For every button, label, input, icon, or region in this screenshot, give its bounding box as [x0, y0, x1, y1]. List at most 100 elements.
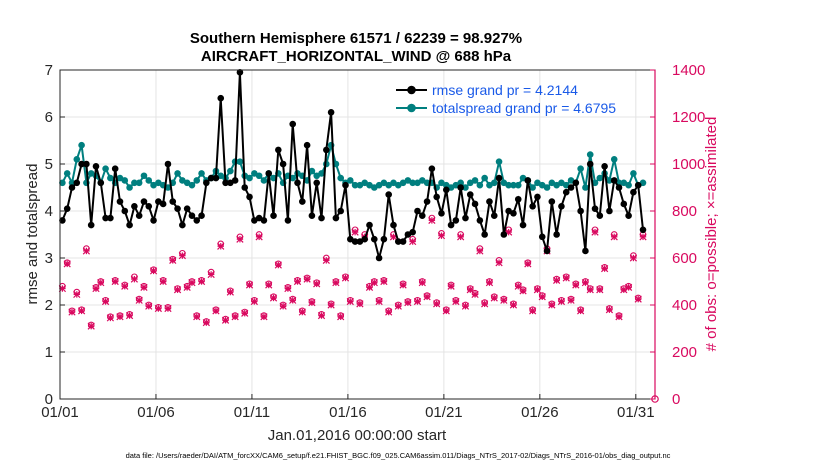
- x-tick-label: 01/21: [425, 404, 463, 421]
- rmse-point: [409, 228, 416, 236]
- obs-assimilated-point: [135, 296, 143, 304]
- y-right-tick-label: 400: [672, 297, 697, 314]
- obs-assimilated-point: [375, 297, 383, 306]
- totalspread-point: [543, 184, 551, 191]
- x-tick-label: 01/11: [234, 404, 270, 421]
- rmse-point: [308, 212, 316, 219]
- obs-assimilated-point: [591, 228, 599, 236]
- obs-assimilated-point: [413, 297, 422, 306]
- obs-assimilated-point: [82, 247, 91, 255]
- obs-assimilated-point: [385, 308, 393, 316]
- totalspread-point: [145, 177, 153, 184]
- obs-assimilated-point: [639, 233, 647, 241]
- obs-assimilated-point: [572, 281, 580, 289]
- rmse-point: [59, 217, 66, 224]
- rmse-point: [275, 146, 282, 154]
- rmse-point: [591, 205, 599, 212]
- totalspread-point: [140, 172, 148, 180]
- obs-assimilated-point: [481, 300, 489, 308]
- y-tick-label: 1: [45, 344, 53, 361]
- rmse-series: [59, 69, 647, 262]
- totalspread-point: [188, 181, 196, 189]
- rmse-point: [534, 193, 541, 201]
- obs-assimilated-point: [231, 313, 239, 321]
- obs-assimilated-point: [140, 283, 148, 291]
- rmse-point: [601, 163, 608, 170]
- obs-assimilated-point: [106, 314, 115, 322]
- totalspread-point: [490, 179, 498, 187]
- obs-assimilated-point: [471, 290, 479, 299]
- rmse-point: [135, 212, 143, 219]
- obs-assimilated-point: [241, 309, 249, 317]
- y-tick-label: 4: [45, 203, 53, 220]
- totalspread-point: [610, 156, 618, 163]
- obs-assimilated-point: [596, 286, 604, 294]
- totalspread-series: [59, 141, 647, 191]
- x-tick-label: 01/01: [41, 404, 79, 421]
- rmse-point: [361, 235, 368, 243]
- rmse-point: [615, 184, 623, 191]
- obs-assimilated-point: [457, 233, 465, 241]
- totalspread-point: [514, 181, 522, 189]
- obs-assimilated-point: [557, 297, 566, 306]
- totalspread-point: [126, 184, 133, 191]
- totalspread-point: [121, 177, 129, 184]
- obs-assimilated-point: [538, 293, 546, 301]
- totalspread-point: [471, 177, 479, 184]
- rmse-point: [390, 221, 397, 229]
- rmse-point: [164, 160, 172, 168]
- x-tick-label: 01/26: [521, 404, 559, 421]
- rmse-point: [198, 212, 205, 219]
- rmse-point: [394, 238, 402, 245]
- rmse-point: [486, 198, 493, 205]
- obs-assimilated-point: [327, 301, 335, 309]
- obs-assimilated-point: [193, 313, 201, 321]
- rmse-point: [375, 254, 383, 262]
- rmse-point: [121, 207, 129, 215]
- rmse-point: [236, 69, 244, 76]
- obs-assimilated-point: [332, 279, 340, 287]
- rmse-point: [572, 179, 580, 187]
- rmse-point: [289, 120, 297, 128]
- obs-assimilated-point: [293, 277, 302, 286]
- rmse-point: [159, 200, 167, 208]
- rmse-point: [63, 205, 71, 212]
- rmse-point: [327, 109, 335, 116]
- y-tick-label: 5: [45, 156, 53, 173]
- obs-assimilated-point: [485, 279, 494, 287]
- y-axis-right: 0 200 400 600 800 1000 1200 1400: [650, 62, 705, 408]
- totalspread-point: [193, 177, 201, 184]
- obs-assimilated-point: [169, 256, 177, 264]
- rmse-point: [169, 198, 177, 205]
- rmse-point: [510, 210, 517, 217]
- rmse-point: [188, 212, 196, 219]
- rmse-point: [519, 221, 527, 229]
- rmse-point: [514, 195, 522, 203]
- y-right-tick-label: 0: [672, 391, 680, 408]
- rmse-point: [150, 217, 157, 224]
- totalspread-point: [255, 172, 263, 180]
- obs-assimilated-point: [610, 233, 618, 241]
- rmse-point: [145, 203, 153, 210]
- obs-assimilated-point: [433, 300, 441, 308]
- legend-item-rmse: rmse grand pr = 4.2144: [432, 82, 578, 98]
- rmse-point: [183, 205, 191, 212]
- obs-assimilated-point: [548, 301, 556, 309]
- rmse-point: [179, 221, 186, 229]
- rmse-point: [78, 160, 85, 168]
- rmse-point: [270, 212, 277, 219]
- obs-assimilated-point: [260, 313, 268, 321]
- rmse-point: [207, 174, 215, 182]
- y-tick-label: 7: [45, 62, 53, 79]
- obs-assimilated-point: [409, 237, 417, 246]
- x-axis-label: Jan.01,2016 00:00:00 start: [268, 427, 447, 444]
- obs-assimilated-series: [58, 216, 659, 403]
- obs-assimilated-point: [404, 299, 412, 307]
- obs-assimilated-point: [221, 316, 230, 324]
- totalspread-point: [510, 181, 517, 189]
- chart-title: Southern Hemisphere 61571 / 62239 = 98.9…: [190, 30, 522, 47]
- rmse-point: [414, 207, 421, 215]
- obs-assimilated-point: [68, 308, 76, 316]
- y-right-tick-label: 200: [672, 344, 697, 361]
